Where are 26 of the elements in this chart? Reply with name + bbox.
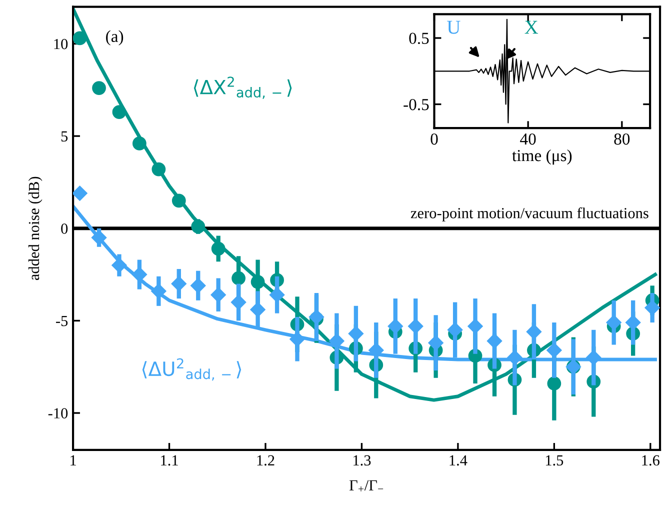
x-tick-label: 1.2	[257, 455, 274, 466]
x-tick-label: 1.1	[161, 455, 178, 466]
annotation: U	[447, 20, 460, 34]
y-axis-title: added noise (dB)	[28, 176, 42, 280]
text: ⟨ΔU$^{2}$$_{add,−}$⟩	[142, 358, 242, 381]
y-tick-label: -0.5	[404, 98, 429, 110]
annotation: X	[524, 20, 538, 34]
x-axis-title: time (μs)	[512, 149, 572, 165]
x-tick-label: 0	[430, 133, 438, 145]
y-tick-label: 10	[54, 38, 68, 50]
y-tick-label: -5	[56, 316, 68, 326]
x-tick-label: 1.4	[450, 455, 468, 466]
x-tick-label: 1.6	[642, 455, 660, 466]
annotation: (a)	[106, 30, 124, 46]
ref-line-label: zero-point motion/vacuum fluctuations	[410, 207, 648, 222]
x-tick-label: 40	[520, 133, 536, 145]
y-tick-label: -10	[48, 408, 68, 418]
x-axis-title: Γ$_{+}$/Γ$_{−}$	[349, 480, 384, 492]
x-tick-label: 1.5	[546, 455, 564, 466]
text: ⟨ΔX$^{2}$$_{add,−}$⟩	[194, 76, 292, 99]
y-tick-label: 5	[61, 131, 68, 142]
y-tick-label: 0	[61, 224, 68, 234]
x-tick-label: 80	[614, 133, 630, 145]
x-tick-label: 1	[70, 455, 76, 466]
x-tick-label: 1.3	[354, 455, 371, 466]
y-tick-label: 0.5	[409, 32, 429, 44]
